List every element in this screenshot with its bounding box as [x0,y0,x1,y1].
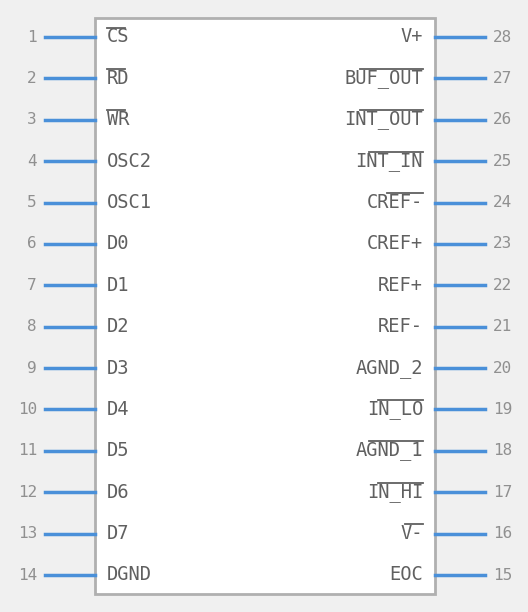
Text: AGND_1: AGND_1 [355,441,423,460]
Text: 21: 21 [493,319,512,334]
Text: WR: WR [107,110,129,129]
Text: 2: 2 [27,71,37,86]
Text: 6: 6 [27,236,37,252]
Text: V+: V+ [401,28,423,47]
Text: 12: 12 [18,485,37,500]
Text: 22: 22 [493,278,512,293]
Text: OSC1: OSC1 [107,193,152,212]
Text: 3: 3 [27,112,37,127]
Text: RD: RD [107,69,129,88]
Text: 9: 9 [27,360,37,376]
Text: 20: 20 [493,360,512,376]
Text: 1: 1 [27,29,37,45]
Text: IN_LO: IN_LO [367,400,423,419]
Text: 7: 7 [27,278,37,293]
Text: 24: 24 [493,195,512,210]
Text: 27: 27 [493,71,512,86]
Text: 28: 28 [493,29,512,45]
Text: D2: D2 [107,317,129,336]
Text: D3: D3 [107,359,129,378]
Text: IN_HI: IN_HI [367,483,423,502]
Text: 23: 23 [493,236,512,252]
Text: D7: D7 [107,524,129,543]
Text: AGND_2: AGND_2 [355,359,423,378]
Text: D0: D0 [107,234,129,253]
Text: 14: 14 [18,567,37,583]
Text: D6: D6 [107,483,129,502]
Text: OSC2: OSC2 [107,152,152,171]
Text: 15: 15 [493,567,512,583]
Text: V-: V- [401,524,423,543]
Text: INT_IN: INT_IN [355,152,423,171]
Text: CS: CS [107,28,129,47]
Text: D5: D5 [107,441,129,460]
Text: D4: D4 [107,400,129,419]
Text: CREF+: CREF+ [367,234,423,253]
Text: 5: 5 [27,195,37,210]
Text: 13: 13 [18,526,37,541]
Text: 11: 11 [18,443,37,458]
Text: REF+: REF+ [378,276,423,295]
Text: INT_OUT: INT_OUT [344,110,423,129]
Text: BUF_OUT: BUF_OUT [344,69,423,88]
Text: 8: 8 [27,319,37,334]
Text: REF-: REF- [378,317,423,336]
Bar [95,18,435,594]
Text: 19: 19 [493,402,512,417]
Text: DGND: DGND [107,565,152,584]
Text: EOC: EOC [389,565,423,584]
Text: 4: 4 [27,154,37,169]
Text: 16: 16 [493,526,512,541]
Text: 25: 25 [493,154,512,169]
Text: 10: 10 [18,402,37,417]
Text: 18: 18 [493,443,512,458]
Text: D1: D1 [107,276,129,295]
Text: CREF-: CREF- [367,193,423,212]
Text: 26: 26 [493,112,512,127]
Text: 17: 17 [493,485,512,500]
